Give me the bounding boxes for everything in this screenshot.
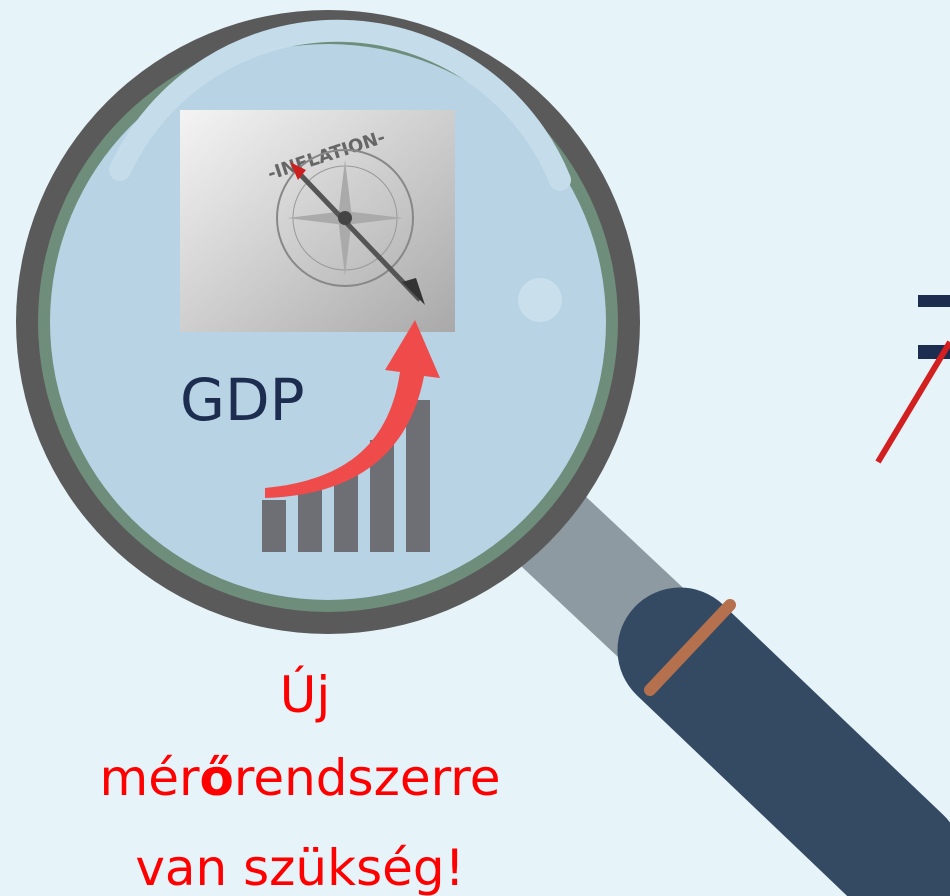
inflation-photo: -INFLATION- [180,110,455,332]
caption-bold: ő [200,749,234,807]
not-equal-sign [875,295,950,464]
caption-text: rendszerre [234,749,501,807]
gdp-label: GDP [180,366,305,434]
caption-line1: Új [280,665,331,724]
lens-dot [518,278,562,322]
lens-shine [109,19,571,191]
caption-line3: van szükség! [135,839,464,896]
caption-line2: mérőrendszerre [100,749,501,807]
gdp-graphic: GDP [180,320,440,552]
caption-text: mér [100,749,200,807]
